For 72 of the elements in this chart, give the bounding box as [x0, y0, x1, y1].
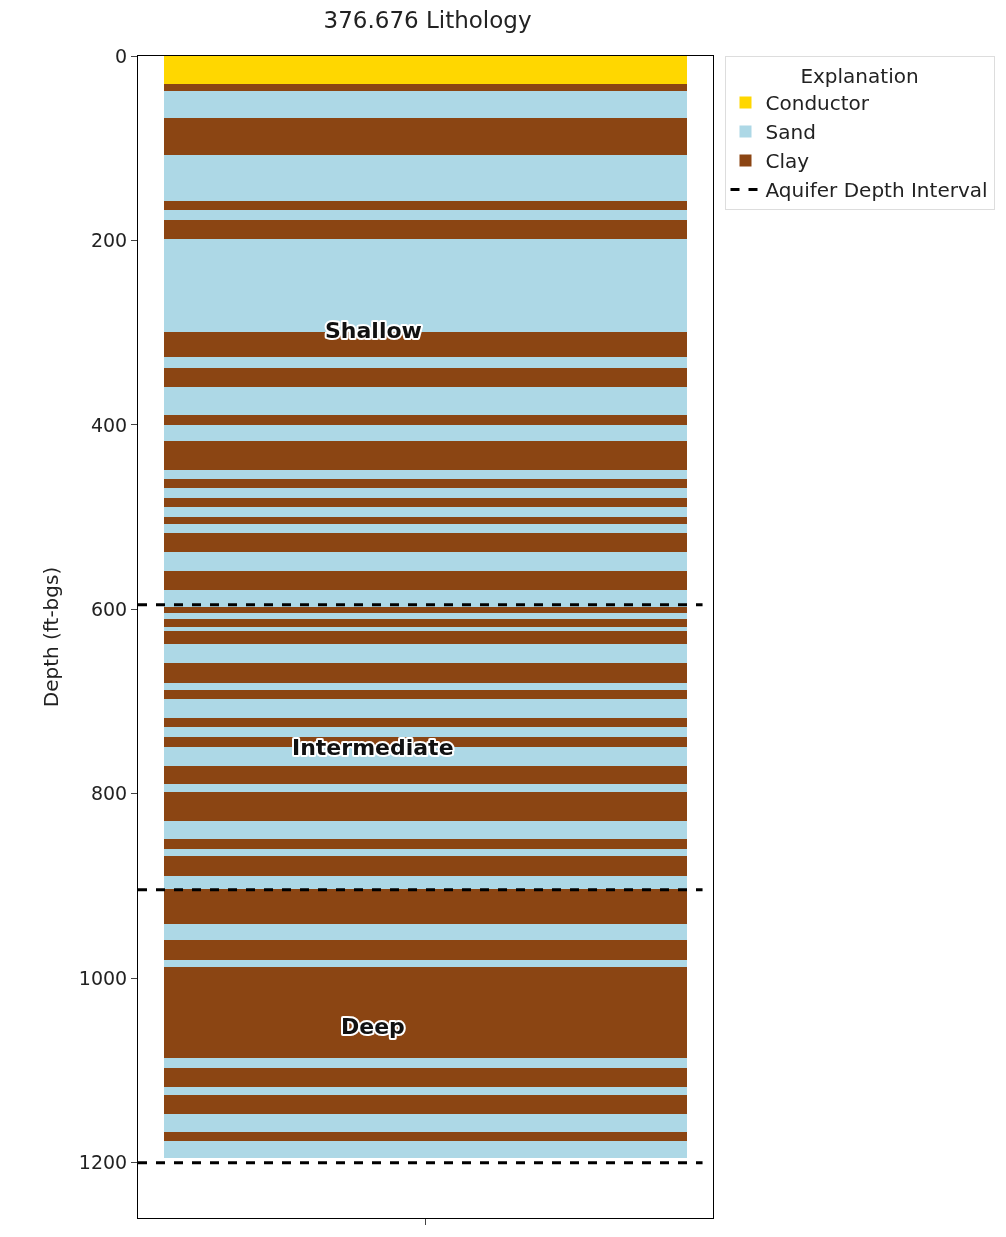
y-tick-label: 600: [90, 597, 128, 620]
bar: [164, 357, 687, 368]
bar: [164, 967, 687, 1058]
legend-label: Conductor: [765, 91, 870, 116]
bar: [164, 690, 687, 699]
bar: [164, 220, 687, 239]
bar: [164, 766, 687, 784]
legend-label: Clay: [765, 149, 810, 174]
bar: [164, 201, 687, 210]
bar: [164, 924, 687, 940]
bar: [164, 507, 687, 517]
chart-title: 376.676 Lithology: [323, 7, 532, 34]
bar: [164, 118, 687, 155]
bar: [164, 1087, 687, 1095]
annotation: Deep: [341, 1014, 405, 1039]
bar: [164, 940, 687, 960]
legend-title: Explanation: [800, 64, 919, 88]
bar: [164, 415, 687, 425]
bar: [164, 619, 687, 627]
bar: [164, 571, 687, 590]
bar: [164, 210, 687, 220]
bar: [164, 631, 687, 644]
bar: [164, 699, 687, 718]
bar: [164, 524, 687, 533]
bar: [164, 425, 687, 441]
bar: [164, 470, 687, 479]
y-tick-label: 1200: [78, 1151, 128, 1174]
bar: [164, 91, 687, 118]
bar: [164, 590, 687, 607]
bar: [164, 644, 687, 663]
bar: [164, 821, 687, 839]
y-axis-title: Depth (ft-bgs): [39, 566, 64, 708]
bar: [164, 727, 687, 737]
bar: [164, 663, 687, 683]
y-tick-label: 400: [90, 413, 128, 436]
bar: [164, 533, 687, 552]
bar: [164, 1132, 687, 1141]
bar: [164, 627, 687, 631]
legend-label: Sand: [765, 120, 816, 145]
bar: [164, 839, 687, 849]
y-tick-label: 0: [115, 44, 128, 67]
bar: [164, 441, 687, 470]
bar: [164, 1095, 687, 1114]
bar: [164, 387, 687, 415]
bar: [164, 552, 687, 571]
bar: [164, 488, 687, 498]
bar: [164, 517, 687, 524]
bar: [164, 856, 687, 876]
bar: [164, 1068, 687, 1087]
bar: [164, 784, 687, 792]
bar: [164, 1058, 687, 1068]
y-tick-label: 1000: [78, 966, 128, 989]
bar: [164, 155, 687, 201]
bar: [164, 479, 687, 488]
bar: [164, 849, 687, 856]
bar: [164, 613, 687, 619]
bar: [164, 683, 687, 690]
bar: [164, 1114, 687, 1132]
bar: [164, 792, 687, 821]
y-tick-label: 800: [90, 782, 128, 805]
bar: [164, 960, 687, 967]
bar: [164, 1141, 687, 1158]
bar: [164, 84, 687, 91]
bar: [164, 889, 687, 924]
bar: [164, 607, 687, 613]
bar: [164, 718, 687, 727]
bar: [164, 56, 687, 84]
bar: [164, 498, 687, 507]
bar: [164, 368, 687, 387]
bar: [164, 876, 687, 889]
legend-label: Aquifer Depth Interval: [765, 178, 988, 203]
y-tick-label: 200: [90, 229, 128, 252]
